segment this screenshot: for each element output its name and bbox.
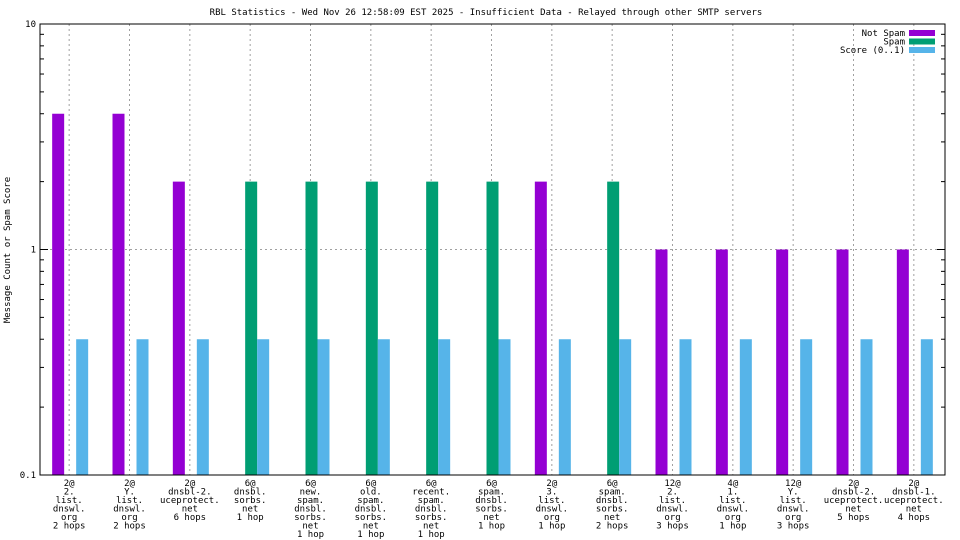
y-tick-label: 0.1: [20, 471, 36, 481]
bar-not-spam-0: [52, 113, 65, 475]
bar-not-spam-14: [896, 249, 909, 475]
bar-score-0-1--8: [558, 339, 571, 475]
x-tick-label-10: 12@ 2. list. dnswl. org 3 hops: [656, 479, 689, 532]
legend-swatch-0: [909, 30, 935, 36]
bar-not-spam-2: [172, 181, 185, 475]
legend-label-2: Score (0..1): [840, 46, 905, 56]
bar-spam-5: [365, 181, 378, 475]
bar-spam-3: [245, 181, 258, 475]
x-tick-label-2: 2@ dnsbl-2. uceprotect. net 6 hops: [160, 479, 220, 523]
axis-ticks: 0.1 1 10: [20, 20, 945, 481]
bar-not-spam-8: [534, 181, 547, 475]
legend-label-0: Not Spam: [862, 29, 905, 39]
bar-score-0-1--1: [136, 339, 149, 475]
bar-not-spam-13: [836, 249, 849, 475]
bar-score-0-1--0: [76, 339, 89, 475]
bar-score-0-1--10: [679, 339, 692, 475]
y-tick-label: 1: [31, 246, 36, 256]
bar-not-spam-10: [655, 249, 668, 475]
category-labels: 2@ 2. list. dnswl. org 2 hops 2@ Y. list. dnswl. o…: [53, 479, 944, 540]
bar-spam-7: [486, 181, 499, 475]
chart-title: RBL Statistics - Wed Nov 26 12:58:09 EST…: [210, 8, 763, 18]
legend-swatch-2: [909, 47, 935, 53]
x-tick-label-14: 2@ dnsbl-1. uceprotect. net 4 hops: [884, 479, 944, 523]
x-tick-label-5: 6@ old. spam. dnsbl. sorbs. net 1 hop: [355, 479, 388, 540]
bar-not-spam-12: [776, 249, 789, 475]
bar-score-0-1--12: [800, 339, 813, 475]
bar-marks: [52, 113, 933, 475]
x-tick-label-11: 4@ 1. list. dnswl. org 1 hop: [717, 479, 750, 532]
bar-score-0-1--7: [498, 339, 511, 475]
y-axis-label: Message Count or Spam Score: [3, 177, 13, 323]
y-tick-label: 10: [25, 20, 36, 30]
bar-spam-6: [426, 181, 439, 475]
bar-score-0-1--6: [438, 339, 451, 475]
x-tick-label-6: 6@ recent. spam. dnsbl. sorbs. net 1 hop: [412, 479, 450, 540]
bar-spam-9: [607, 181, 620, 475]
x-tick-label-12: 12@ Y. list. dnswl. org 3 hops: [777, 479, 810, 532]
bar-score-0-1--9: [619, 339, 632, 475]
bar-score-0-1--5: [377, 339, 390, 475]
bar-spam-4: [305, 181, 318, 475]
bar-score-0-1--2: [196, 339, 209, 475]
x-tick-label-3: 6@ dnsbl. sorbs. net 1 hop: [234, 479, 267, 523]
bar-score-0-1--3: [257, 339, 270, 475]
bar-score-0-1--4: [317, 339, 330, 475]
bar-not-spam-1: [112, 113, 125, 475]
legend-swatch-1: [909, 38, 935, 45]
x-tick-label-1: 2@ Y. list. dnswl. org 2 hops: [113, 479, 146, 532]
x-tick-label-8: 2@ 3. list. dnswl. org 1 hop: [536, 479, 569, 532]
x-tick-label-9: 6@ spam. dnsbl. sorbs. net 2 hops: [596, 479, 629, 532]
x-tick-label-7: 6@ spam. dnsbl. sorbs. net 1 hop: [475, 479, 508, 532]
bar-not-spam-11: [715, 249, 728, 475]
bar-score-0-1--11: [739, 339, 752, 475]
x-tick-label-0: 2@ 2. list. dnswl. org 2 hops: [53, 479, 86, 532]
legend-label-1: Spam: [883, 38, 905, 48]
x-tick-label-4: 6@ new. spam. dnsbl. sorbs. net 1 hop: [294, 479, 327, 540]
x-tick-label-13: 2@ dnsbl-2. uceprotect. net 5 hops: [824, 479, 884, 523]
bar-score-0-1--14: [920, 339, 933, 475]
bar-score-0-1--13: [860, 339, 873, 475]
